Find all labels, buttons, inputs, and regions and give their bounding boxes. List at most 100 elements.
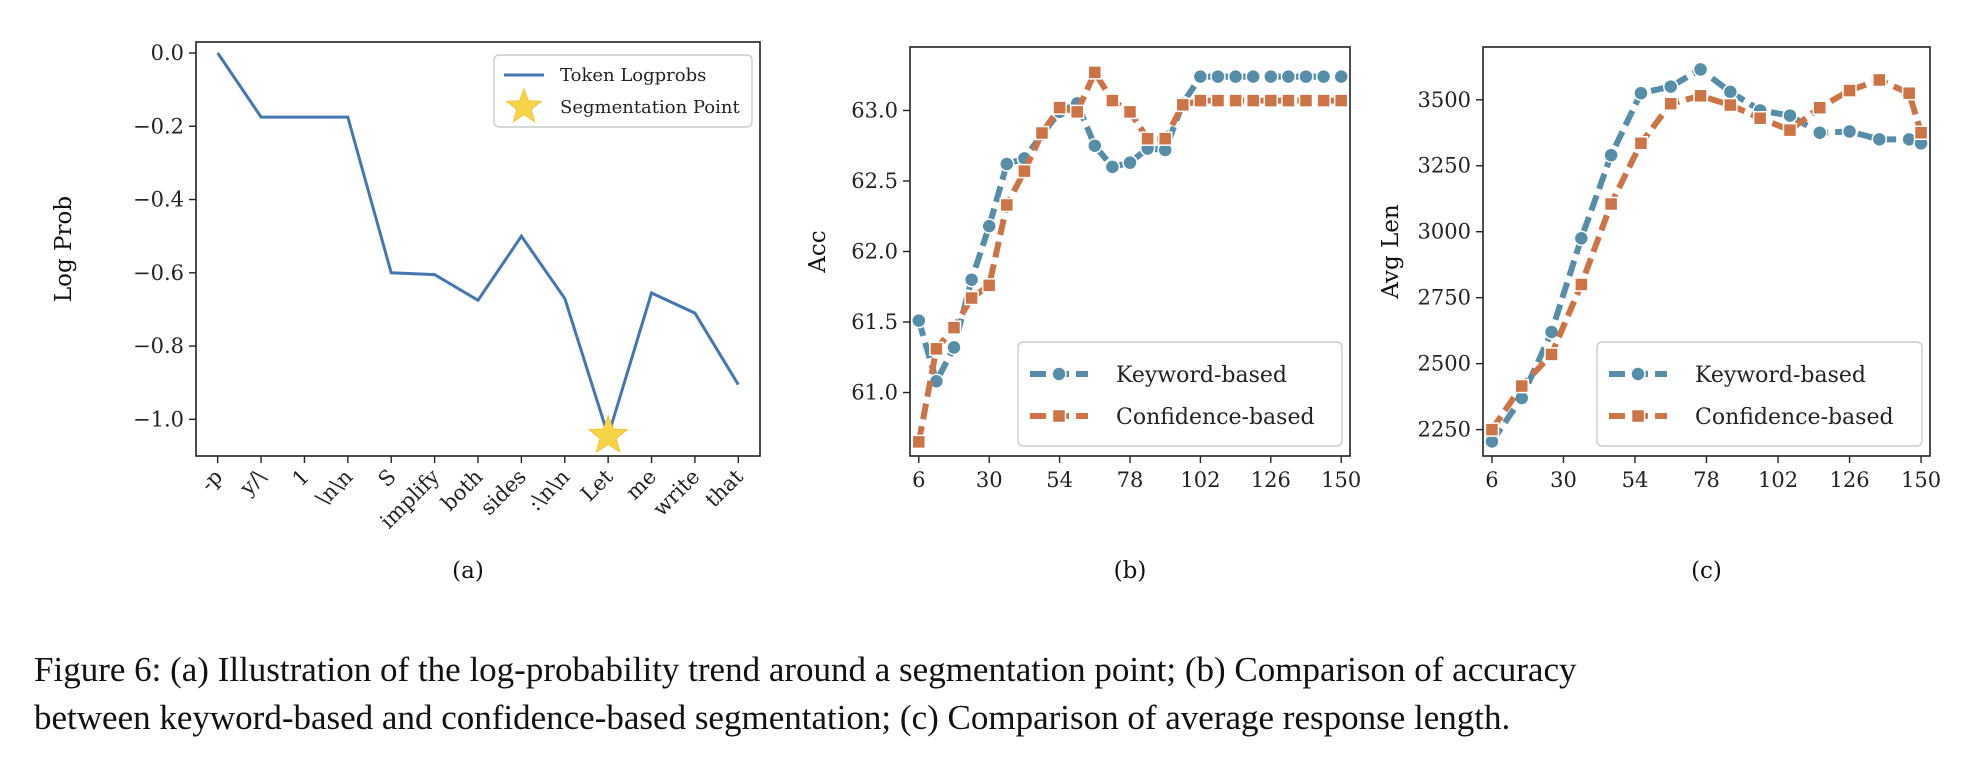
y-tick-label: 63.0 (851, 98, 898, 122)
caption-line-2: between keyword-based and confidence-bas… (34, 698, 1511, 737)
panel-label: (a) (452, 558, 484, 584)
data-point (1484, 422, 1500, 437)
figure-caption: Figure 6: (a) Illustration of the log-pr… (34, 646, 1954, 742)
y-tick-label: −0.6 (133, 261, 184, 285)
data-point (1812, 100, 1827, 115)
data-point (1034, 125, 1050, 141)
y-axis-label: Avg Len (1378, 204, 1404, 300)
data-point (1811, 125, 1828, 141)
data-point (1333, 93, 1349, 108)
x-tick-label: Let (576, 464, 618, 506)
x-tick-label: :\n\n (523, 465, 574, 516)
data-point (1263, 68, 1279, 85)
x-tick-label: 6 (912, 468, 925, 492)
data-point (1298, 68, 1314, 85)
data-point (946, 339, 962, 356)
x-tick-label: 126 (1829, 468, 1869, 492)
y-tick-label: −0.2 (133, 114, 184, 138)
data-point (1192, 68, 1209, 85)
data-point (1122, 104, 1138, 120)
data-point (964, 290, 979, 306)
x-tick-label: 30 (976, 468, 1003, 492)
data-point (1913, 125, 1929, 141)
data-point (1281, 93, 1296, 108)
x-tick-label: that (701, 464, 749, 512)
legend-box (493, 54, 753, 128)
x-tick-label: 102 (1180, 468, 1220, 492)
data-point (1722, 84, 1739, 100)
data-point (1104, 159, 1121, 175)
series-line (1489, 77, 1924, 432)
x-tick-label: 150 (1901, 468, 1941, 492)
y-axis-ticks: 2250 2500 2750 3000 3250 3500 (1418, 88, 1483, 442)
data-point (1175, 97, 1191, 113)
data-point (911, 312, 927, 329)
data-point (1245, 93, 1261, 108)
y-tick-label: 61.5 (851, 310, 898, 334)
data-point (1782, 122, 1798, 138)
data-point (1842, 83, 1857, 98)
figure: 0.0−0.2−0.4−0.6−0.8−1.0-p y/\ 1\n\n Simplif… (51, 41, 1941, 584)
data-point (1245, 68, 1261, 85)
data-point (1692, 61, 1709, 78)
legend: Token Logprobs Segmentation Point (493, 54, 753, 128)
data-point (1298, 93, 1314, 108)
y-axis-ticks: 0.0 −0.2 −0.4 −0.6 −0.8 −1.0 (133, 41, 196, 431)
legend-swatch-marker (1051, 366, 1067, 382)
series-confidence-based (911, 65, 1349, 450)
x-tick-label: 78 (1693, 468, 1720, 492)
legend-label: Token Logprobs (560, 65, 706, 86)
legend-label: Keyword-based (1116, 363, 1287, 388)
x-tick-label: 6 (1485, 468, 1498, 492)
series-line (1489, 66, 1923, 444)
legend-star-icon (505, 87, 543, 123)
panel-c-avg-length-chart: 2250 2500 2750 3000 3250 3500 6 30 54 78 102 126 150… (1378, 46, 1941, 584)
data-point (1752, 110, 1768, 126)
data-point (1017, 163, 1032, 179)
data-point (1573, 230, 1590, 247)
data-point (1087, 65, 1103, 80)
y-tick-label: −1.0 (133, 407, 184, 431)
data-point (981, 278, 997, 293)
data-point (1315, 68, 1332, 85)
x-tick-label: sides (476, 465, 531, 520)
x-tick-label: 54 (1622, 468, 1649, 492)
data-point (1901, 85, 1917, 101)
data-point (999, 197, 1015, 213)
data-point (1087, 137, 1103, 154)
panel-a-log-prob-chart: 0.0−0.2−0.4−0.6−0.8−1.0-p y/\ 1\n\n Simplif… (51, 41, 761, 584)
data-point (1782, 107, 1798, 124)
data-point (999, 156, 1015, 172)
legend-label: Confidence-based (1695, 405, 1894, 430)
data-point (1228, 93, 1243, 108)
data-point (1105, 93, 1120, 108)
x-tick-label: y/\ (235, 464, 272, 501)
panel-b-accuracy-chart: 61.0 61.5 62.0 62.5 63.0 6 30 54 78 102 126 150 Acc K… (805, 46, 1361, 584)
y-axis-label: Acc (805, 230, 831, 273)
data-point (1333, 68, 1349, 85)
x-tick-label: 150 (1321, 468, 1361, 492)
x-tick-label: 54 (1046, 468, 1073, 492)
data-point (1693, 88, 1708, 104)
data-point (1193, 93, 1208, 108)
panel-label: (b) (1114, 558, 1147, 584)
data-point (981, 218, 997, 234)
legend: Keyword-based Confidence-based (1596, 341, 1923, 447)
data-point (1662, 78, 1679, 95)
y-tick-label: 3000 (1418, 220, 1471, 244)
x-tick-label: 30 (1550, 468, 1577, 492)
caption-line-1: Figure 6: (a) Illustration of the log-pr… (34, 650, 1577, 689)
data-point (1140, 131, 1155, 146)
data-point (1263, 93, 1279, 108)
x-tick-label: 126 (1251, 468, 1291, 492)
data-point (1316, 93, 1331, 108)
x-axis-ticks: 6 30 54 78 102 126 150 (1485, 456, 1941, 492)
x-tick-label: 102 (1758, 468, 1798, 492)
legend-label: Keyword-based (1695, 363, 1866, 388)
y-axis-ticks: 61.0 61.5 62.0 62.5 63.0 (851, 98, 910, 405)
y-tick-label: −0.8 (133, 334, 184, 358)
data-point (1543, 324, 1560, 340)
data-point (1574, 277, 1589, 292)
y-tick-label: 62.0 (851, 240, 898, 264)
